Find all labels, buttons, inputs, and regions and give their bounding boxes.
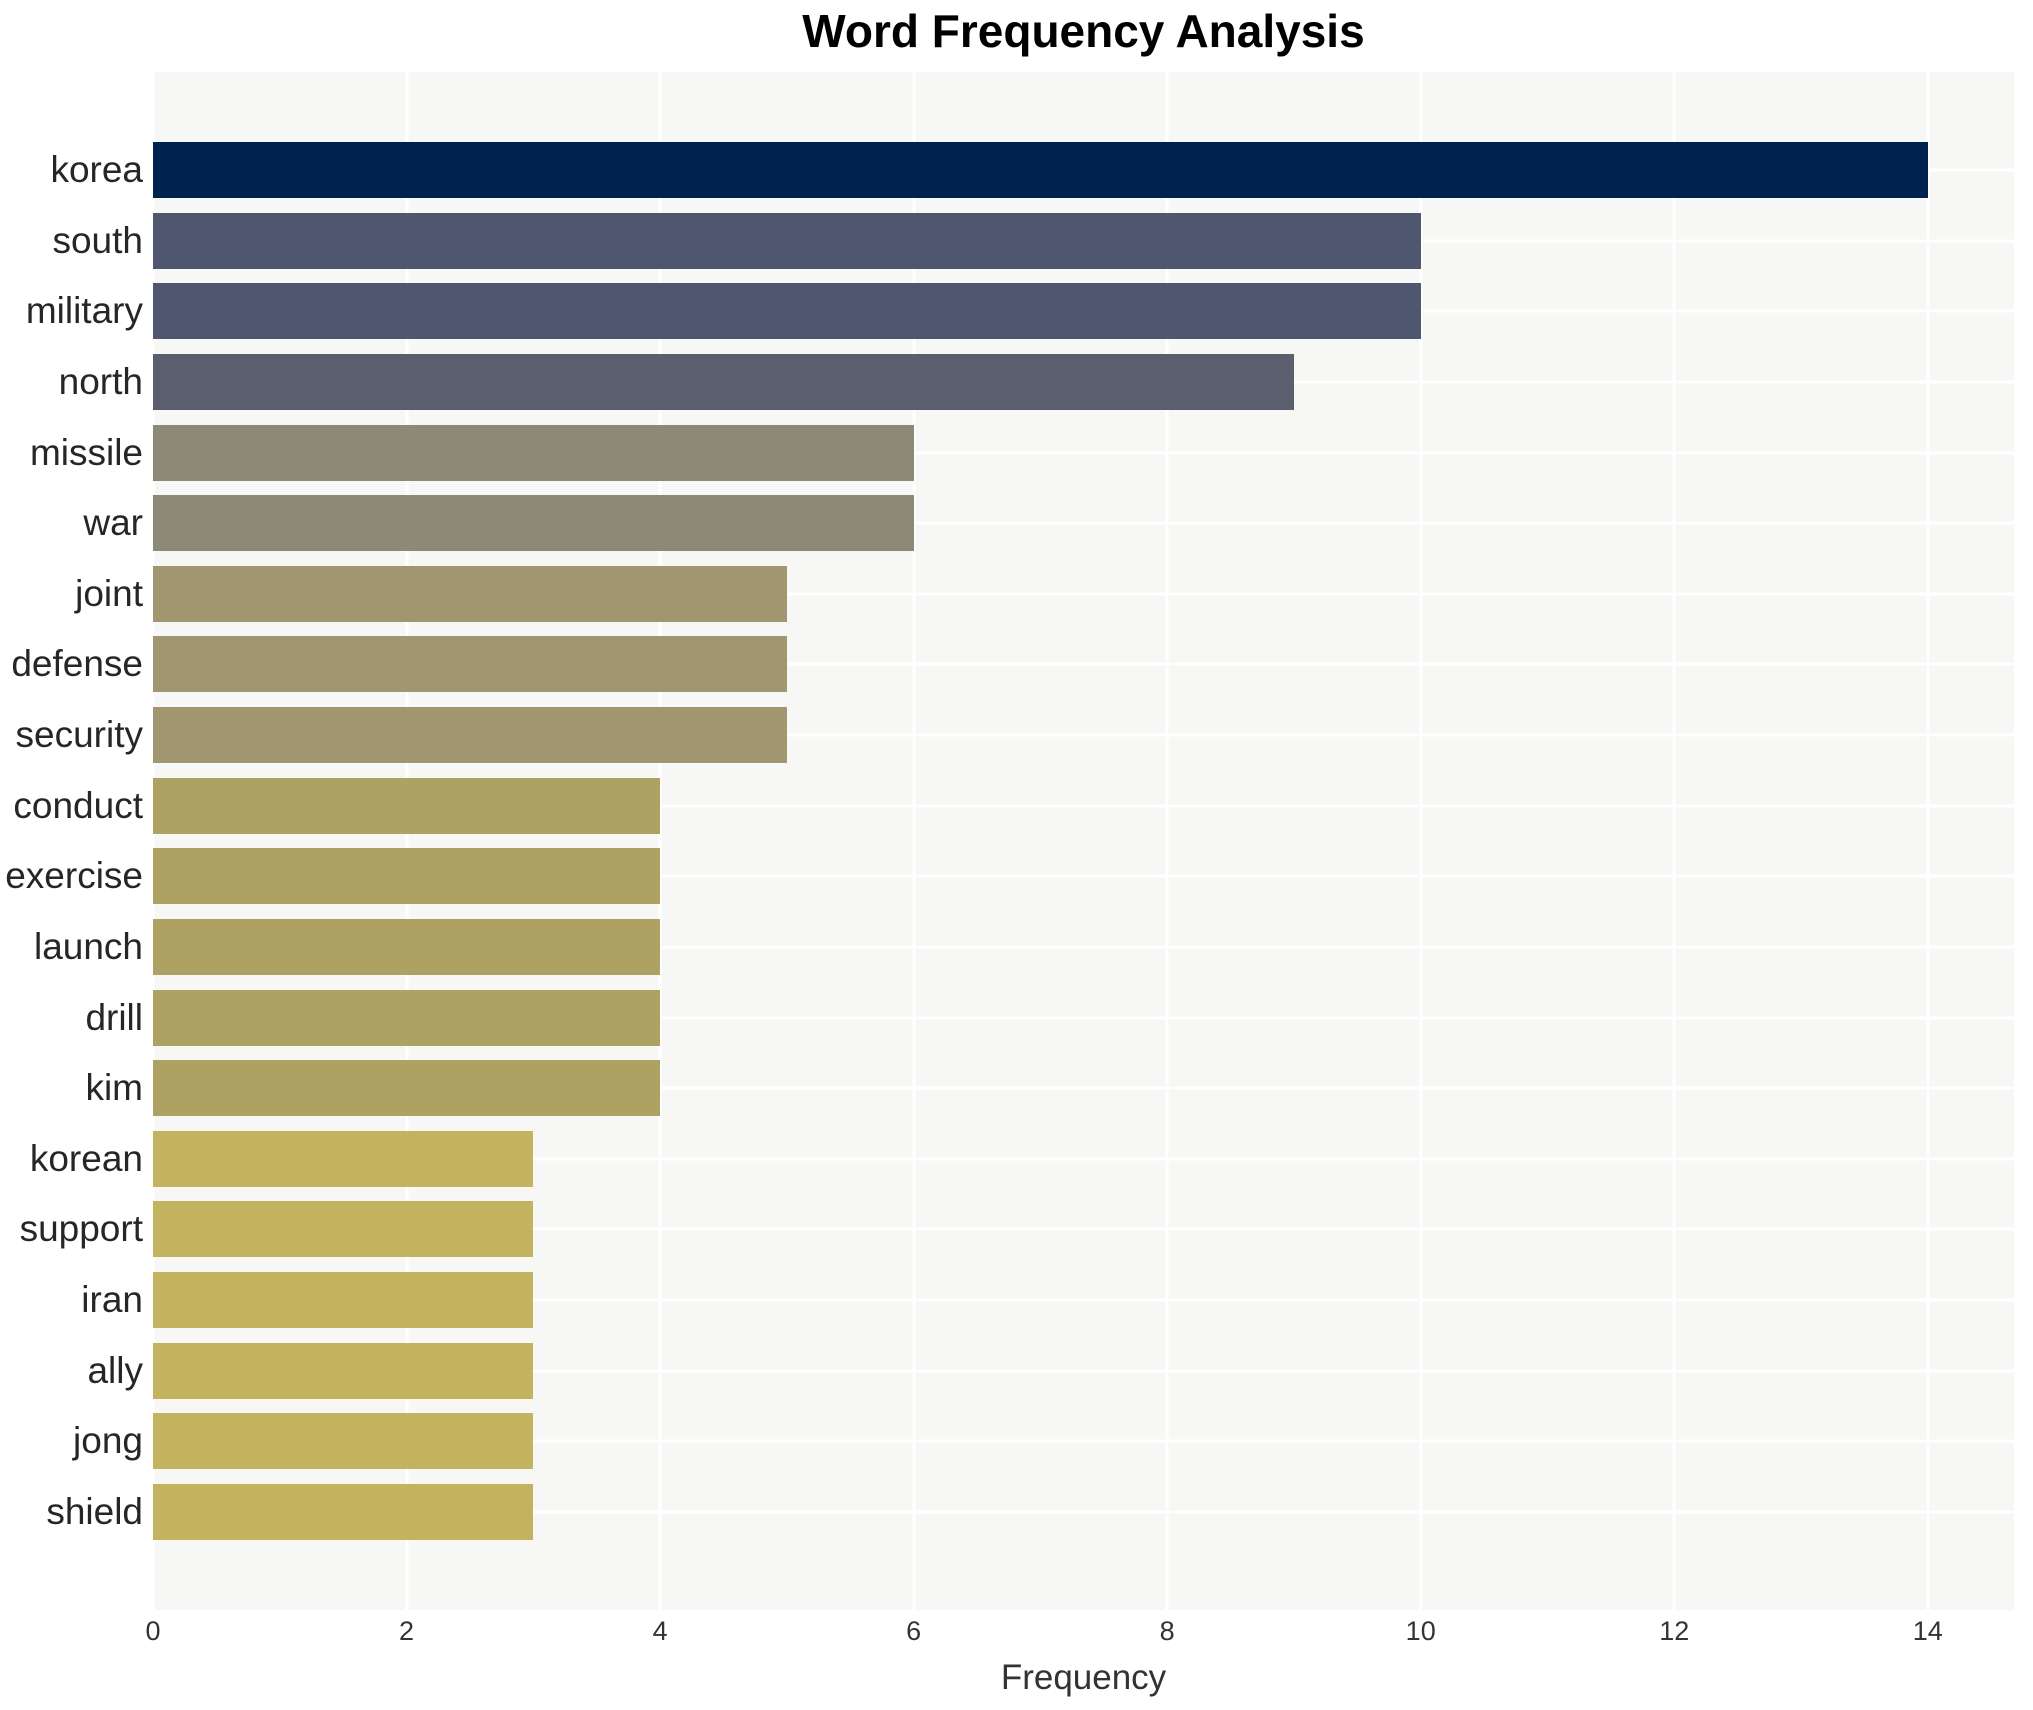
gridline-horizontal-korean (153, 1157, 2014, 1161)
gridline-horizontal-exercise (153, 874, 2014, 878)
y-tick-label-south: south (52, 219, 143, 261)
y-tick-label-ally: ally (87, 1349, 143, 1391)
x-tick-label-12: 12 (1659, 1616, 1690, 1646)
y-tick-label-korea: korea (50, 149, 143, 190)
bar-korea (153, 142, 1928, 198)
y-tick-label-north: north (58, 360, 143, 402)
gridline-horizontal-joint (153, 592, 2014, 596)
y-axis-labels: korea south military north missile war joint de… (0, 72, 143, 1610)
gridline-vertical-12 (1672, 72, 1676, 1610)
x-axis-ticks: 0 2 4 6 8 10 12 14 (145, 1616, 2014, 1656)
bar-joint (153, 565, 787, 622)
gridline-horizontal-launch (153, 945, 2014, 949)
bar-missile (153, 424, 914, 481)
gridline-vertical-4 (658, 72, 662, 1610)
y-tick-label-kim: kim (85, 1067, 143, 1109)
y-tick-label-war: war (83, 502, 143, 544)
gridline-horizontal-kim (153, 1086, 2014, 1090)
bar-drill (153, 989, 661, 1046)
y-tick-label-drill: drill (85, 996, 143, 1038)
gridline-horizontal-conduct (153, 804, 2014, 808)
bar-ally (153, 1342, 534, 1399)
x-tick-label-2: 2 (399, 1616, 415, 1646)
x-tick-label-14: 14 (1912, 1616, 1943, 1646)
gridline-horizontal-security (153, 733, 2014, 737)
bar-iran (153, 1272, 534, 1329)
bar-jong (153, 1413, 534, 1470)
gridline-horizontal-drill (153, 1016, 2014, 1020)
y-tick-label-security: security (15, 714, 143, 756)
gridline-horizontal-iran (153, 1298, 2014, 1302)
gridline-vertical-8 (1165, 72, 1169, 1610)
gridline-vertical-14 (1926, 72, 1930, 1610)
gridline-vertical-10 (1419, 72, 1423, 1610)
y-tick-label-defense: defense (11, 643, 143, 685)
y-tick-label-jong: jong (73, 1420, 143, 1462)
y-tick-label-missile: missile (29, 431, 143, 473)
bar-korean (153, 1130, 534, 1187)
y-tick-label-korean: korean (29, 1137, 143, 1179)
gridline-vertical-0 (151, 72, 155, 1610)
bar-launch (153, 918, 661, 975)
gridline-horizontal-war (153, 521, 2014, 525)
x-tick-label-0: 0 (145, 1616, 161, 1646)
gridline-horizontal-shield (153, 1510, 2014, 1514)
bar-conduct (153, 777, 661, 834)
gridline-vertical-6 (912, 72, 916, 1610)
plot-area (151, 72, 2014, 1610)
chart-title: Word Frequency Analysis (802, 5, 1365, 57)
bar-shield (153, 1483, 534, 1540)
x-tick-label-8: 8 (1159, 1616, 1175, 1646)
y-tick-label-conduct: conduct (13, 784, 143, 826)
gridline-horizontal-defense (153, 662, 2014, 666)
gridline-horizontal-missile (153, 451, 2014, 455)
y-tick-label-support: support (19, 1208, 143, 1250)
y-tick-label-launch: launch (33, 925, 143, 967)
x-tick-label-10: 10 (1405, 1616, 1436, 1646)
bar-south (153, 212, 1421, 269)
gridline-horizontal-ally (153, 1369, 2014, 1373)
gridline-vertical-2 (405, 72, 409, 1610)
bar-support (153, 1201, 534, 1258)
bar-kim (153, 1060, 661, 1117)
y-tick-label-exercise: exercise (5, 855, 143, 897)
y-tick-label-joint: joint (75, 572, 143, 614)
x-tick-label-4: 4 (652, 1616, 668, 1646)
bar-north (153, 353, 1294, 410)
x-axis-label: Frequency (1000, 1658, 1167, 1697)
gridline-horizontal-jong (153, 1439, 2014, 1443)
bar-military (153, 283, 1421, 340)
y-tick-label-military: military (25, 290, 143, 332)
bar-defense (153, 636, 787, 693)
x-tick-label-6: 6 (906, 1616, 922, 1646)
bar-exercise (153, 848, 661, 905)
y-tick-label-iran: iran (81, 1279, 143, 1321)
y-tick-label-shield: shield (46, 1490, 143, 1532)
gridline-horizontal-support (153, 1227, 2014, 1231)
bar-war (153, 495, 914, 552)
bar-security (153, 707, 787, 764)
